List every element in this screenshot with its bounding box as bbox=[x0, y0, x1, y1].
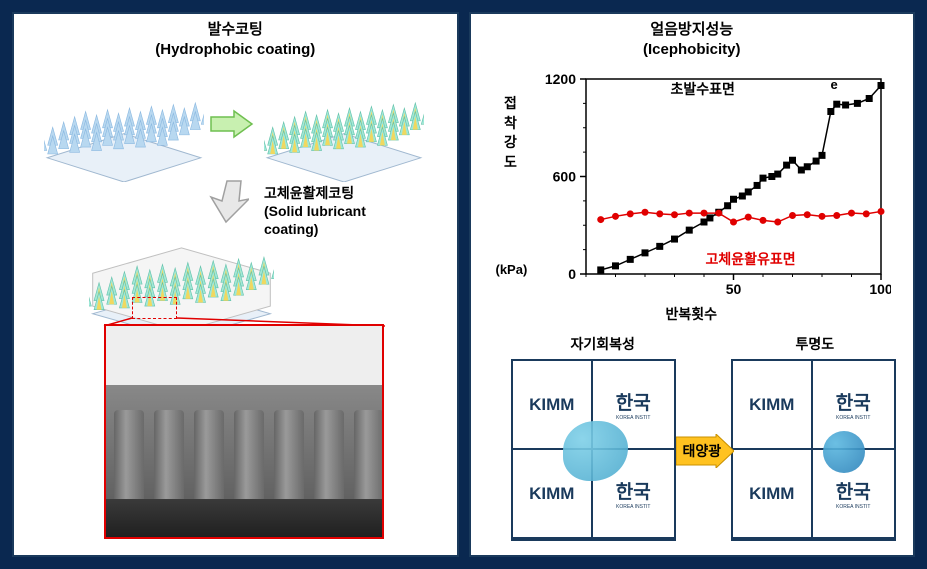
chart-y-unit: (kPa) bbox=[496, 262, 528, 277]
hydro-title-en: (Hydrophobic coating) bbox=[155, 41, 315, 58]
arrow-down-icon bbox=[209, 179, 249, 224]
svg-text:100: 100 bbox=[869, 281, 891, 297]
han-sub: KOREA INSTIT bbox=[616, 415, 650, 421]
kimm-logo: KIMM bbox=[749, 395, 794, 415]
icephobicity-chart: 0 600 1200 50 100 bbox=[541, 69, 891, 299]
kimm-logo: KIMM bbox=[529, 484, 574, 504]
chart-x-label: 반복횟수 bbox=[666, 304, 718, 324]
sunlight-label: 태양광 bbox=[683, 441, 722, 461]
left-panel: 발수코팅 (Hydrophobic coating) 고체윤활제코팅 (Soli… bbox=[12, 12, 459, 557]
kimm-logo: KIMM bbox=[749, 484, 794, 504]
photo-label-transparency: 투명도 bbox=[796, 334, 835, 354]
icephobicity-title: 얼음방지성능 (Icephobicity) bbox=[643, 20, 741, 59]
photo-before: KIMM 한국KOREA INSTIT KIMM 한국KOREA INSTIT bbox=[511, 359, 676, 541]
photo-label-selfheal: 자기회복성 bbox=[571, 334, 635, 354]
han-logo: 한국 bbox=[836, 388, 871, 415]
han-logo: 한국 bbox=[616, 388, 651, 415]
svg-text:50: 50 bbox=[725, 281, 741, 297]
solid-title-en: (Solid lubricant bbox=[264, 203, 366, 219]
cone-array-lubricant bbox=[89, 224, 274, 339]
svg-text:600: 600 bbox=[552, 169, 576, 185]
cone-array-coated bbox=[264, 72, 424, 182]
ice-title-en: (Icephobicity) bbox=[643, 41, 741, 58]
cone-array-uncoated bbox=[44, 72, 204, 182]
svg-text:0: 0 bbox=[568, 266, 576, 282]
han-logo: 한국 bbox=[836, 477, 871, 504]
sem-image-bg bbox=[106, 326, 382, 537]
han-sub: KOREA INSTIT bbox=[836, 415, 870, 421]
han-logo: 한국 bbox=[616, 477, 651, 504]
han-sub: KOREA INSTIT bbox=[836, 504, 870, 510]
hydrophobic-title: 발수코팅 (Hydrophobic coating) bbox=[155, 20, 315, 59]
kimm-logo: KIMM bbox=[529, 395, 574, 415]
arrow-right-icon bbox=[209, 109, 254, 139]
photo-after: KIMM 한국KOREA INSTIT KIMM 한국KOREA INSTIT bbox=[731, 359, 896, 541]
hydro-title-kr: 발수코팅 bbox=[208, 21, 263, 38]
solid-lubricant-title: 고체윤활제코팅 (Solid lubricant coating) bbox=[264, 184, 366, 239]
sem-micrograph bbox=[104, 324, 384, 539]
sem-callout-box bbox=[132, 297, 177, 319]
ice-title-kr: 얼음방지성능 bbox=[650, 21, 733, 38]
right-panel: 얼음방지성능 (Icephobicity) 접 착 강 도 (kPa) 반복횟수… bbox=[469, 12, 916, 557]
solid-title-kr: 고체윤활제코팅 bbox=[264, 185, 354, 201]
healed-blob bbox=[823, 431, 865, 473]
han-sub: KOREA INSTIT bbox=[616, 504, 650, 510]
chart-y-label: 접 착 강 도 bbox=[501, 94, 521, 172]
svg-text:1200: 1200 bbox=[544, 71, 575, 87]
